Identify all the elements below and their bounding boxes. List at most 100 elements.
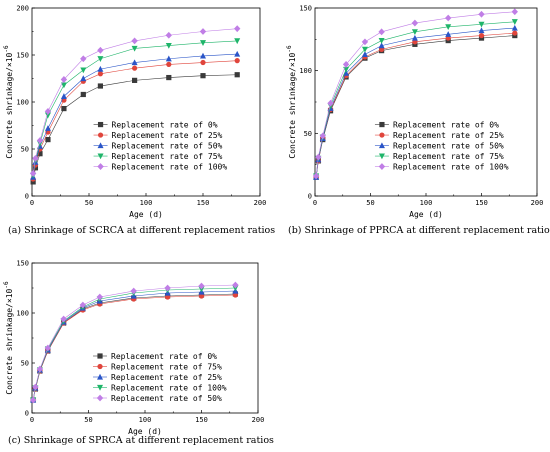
- x-tick-label: 0: [313, 199, 317, 207]
- data-point: [32, 165, 39, 171]
- legend-marker: [379, 132, 385, 138]
- x-axis-label: Age (d): [128, 427, 162, 436]
- data-point: [200, 59, 206, 66]
- data-point: [378, 28, 385, 36]
- chart-panel-2: 0 50 100 150 200 0 50 100 150 Age (d) Concrete shr…: [286, 5, 550, 237]
- data-point: [234, 50, 241, 57]
- y-tick-label: 0: [308, 193, 312, 201]
- data-point: [80, 67, 87, 74]
- series-4: [30, 38, 241, 179]
- legend: Replacement rate of 0%Replacement rate o…: [93, 121, 228, 172]
- data-point: [234, 38, 241, 45]
- data-point: [327, 99, 334, 107]
- x-tick-label: 150: [475, 199, 488, 207]
- data-point: [512, 30, 518, 36]
- legend-marker: [97, 373, 104, 380]
- y-tick-label: 0: [25, 193, 29, 201]
- legend-marker: [379, 121, 385, 128]
- y-axis-label-exponent: -6: [3, 281, 10, 289]
- data-point: [166, 61, 172, 67]
- x-tick-label: 200: [252, 416, 265, 424]
- series-5: [312, 8, 518, 180]
- legend-marker: [97, 142, 104, 149]
- data-point: [198, 293, 205, 299]
- data-point: [97, 56, 104, 62]
- data-point: [361, 51, 368, 57]
- data-point: [234, 58, 240, 64]
- legend-label: Replacement rate of 0%: [393, 121, 499, 130]
- legend-label: Replacement rate of 100%: [112, 163, 228, 172]
- legend-marker: [97, 132, 104, 138]
- legend-label: Replacement rate of 25%: [111, 373, 222, 382]
- x-tick-label: 150: [195, 416, 208, 424]
- data-point: [131, 37, 138, 45]
- data-point: [60, 93, 67, 99]
- legend-label: Replacement rate of 0%: [111, 352, 217, 361]
- panel-caption: (c) Shrinkage of SPRCA at different repl…: [8, 435, 274, 446]
- legend-label: Replacement rate of 100%: [393, 163, 509, 172]
- legend-marker: [97, 121, 104, 128]
- data-point: [29, 170, 37, 177]
- data-point: [234, 25, 241, 33]
- data-point: [60, 76, 68, 83]
- x-tick-label: 100: [420, 199, 433, 207]
- y-tick-label: 50: [304, 130, 312, 138]
- y-axis-label: Concrete shrinkage/×10-6: [3, 45, 14, 159]
- data-point: [166, 74, 172, 81]
- data-point: [511, 24, 518, 31]
- data-point: [315, 153, 322, 161]
- legend-marker: [97, 363, 103, 370]
- legend-label: Replacement rate of 50%: [111, 394, 222, 403]
- y-tick-label: 100: [299, 67, 312, 75]
- data-point: [232, 281, 239, 289]
- y-tick-label: 150: [16, 260, 29, 268]
- x-tick-label: 200: [254, 199, 267, 207]
- data-point: [511, 8, 518, 16]
- data-point: [132, 77, 138, 83]
- x-tick-label: 50: [85, 199, 93, 207]
- legend-marker: [97, 163, 104, 170]
- data-point: [165, 55, 172, 62]
- x-tick-label: 150: [197, 199, 210, 207]
- data-point: [198, 282, 205, 290]
- data-point: [200, 40, 206, 46]
- data-point: [342, 61, 350, 68]
- data-point: [361, 38, 369, 46]
- data-point: [97, 65, 104, 72]
- legend-marker: [97, 384, 104, 391]
- data-point: [411, 19, 419, 27]
- y-tick-label: 0: [25, 410, 29, 418]
- y-axis-label-text: Concrete shrinkage/×10: [288, 52, 297, 158]
- y-tick-label: 100: [16, 99, 29, 107]
- data-point: [164, 284, 171, 292]
- data-point: [97, 83, 103, 89]
- data-point: [32, 155, 39, 162]
- data-point: [378, 42, 385, 49]
- series-5: [29, 25, 241, 177]
- data-point: [44, 108, 52, 115]
- legend-label: Replacement rate of 25%: [393, 131, 504, 140]
- data-point: [44, 344, 52, 352]
- x-tick-label: 50: [366, 199, 374, 207]
- data-point: [165, 43, 172, 49]
- data-point: [165, 294, 171, 300]
- legend-label: Replacement rate of 0%: [112, 121, 218, 130]
- data-point: [361, 46, 368, 53]
- data-point: [411, 29, 418, 36]
- legend-label: Replacement rate of 50%: [393, 142, 504, 151]
- legend: Replacement rate of 0%Replacement rate o…: [374, 121, 509, 172]
- legend-label: Replacement rate of 75%: [111, 363, 222, 372]
- data-point: [445, 14, 452, 22]
- legend-label: Replacement rate of 25%: [112, 131, 223, 140]
- data-point: [165, 31, 172, 39]
- x-tick-label: 100: [140, 199, 153, 207]
- x-axis-label: Age (d): [129, 210, 163, 219]
- y-tick-label: 50: [21, 360, 29, 368]
- legend: Replacement rate of 0% Replacement rate o…: [93, 352, 227, 403]
- legend-label: Replacement rate of 100%: [111, 384, 227, 393]
- data-point: [80, 55, 87, 63]
- data-point: [445, 31, 452, 37]
- data-point: [232, 292, 238, 298]
- x-tick-label: 50: [84, 416, 92, 424]
